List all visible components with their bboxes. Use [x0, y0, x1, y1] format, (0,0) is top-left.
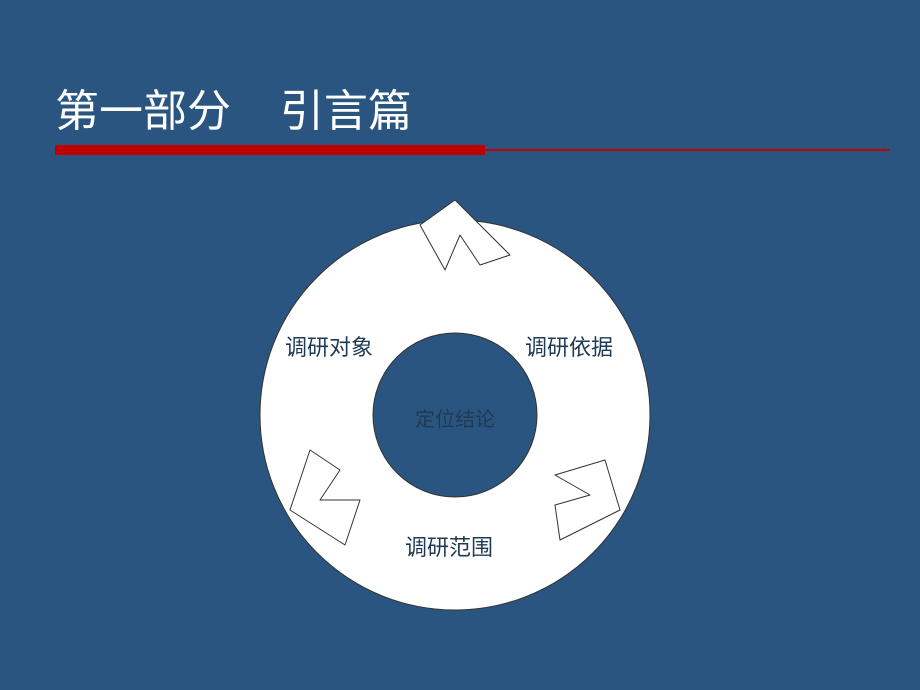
slide: 第一部分 引言篇 调研对象 调研依据 调研范围 定位结论: [0, 0, 920, 690]
segment-label-bottom: 调研范围: [405, 530, 493, 562]
segment-label-left: 调研对象: [285, 330, 373, 362]
cycle-diagram: [0, 0, 920, 690]
segment-label-right: 调研依据: [525, 330, 613, 362]
center-label: 定位结论: [405, 403, 505, 432]
